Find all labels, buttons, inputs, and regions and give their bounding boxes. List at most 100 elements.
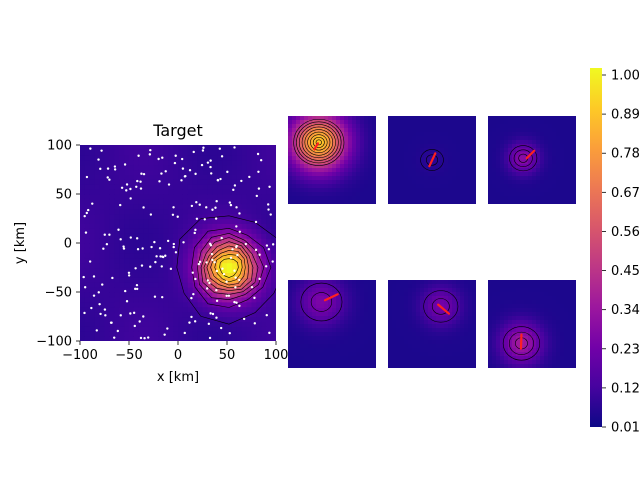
panel-contour-line <box>304 129 334 156</box>
panel-heatmap-cell <box>536 340 541 345</box>
panel-heatmap-cell <box>292 156 297 161</box>
panel-heatmap-cell <box>348 156 353 161</box>
panel-heatmap-cell <box>352 336 357 341</box>
heatmap-cell <box>163 282 169 288</box>
heatmap-cell <box>114 154 120 161</box>
panel-heatmap-cell <box>468 136 473 141</box>
panel-heatmap-cell <box>388 288 393 293</box>
panel-heatmap-cell <box>460 188 465 193</box>
panel-heatmap-cell <box>356 160 361 165</box>
heatmap-cell <box>217 218 223 224</box>
panel-heatmap-cell <box>572 340 576 345</box>
panel-heatmap-cell <box>488 320 493 325</box>
panel-heatmap-cell <box>368 328 373 333</box>
panel-heatmap-cell <box>564 116 569 121</box>
panel-heatmap-cell <box>328 184 333 189</box>
heatmap-cell <box>246 189 253 195</box>
panel-heatmap-cell <box>396 332 401 337</box>
panel-heatmap-cell <box>520 196 525 201</box>
panel-heatmap-cell <box>452 332 457 337</box>
heatmap-cell <box>89 174 96 180</box>
heatmap-cell <box>109 316 115 322</box>
panel-heatmap-cell <box>416 128 421 133</box>
panel-heatmap-cell <box>512 324 517 329</box>
panel-heatmap-cell <box>512 192 517 197</box>
panel-heatmap-cell <box>436 160 441 165</box>
panel-heatmap-cell <box>308 132 313 137</box>
panel-heatmap-cell <box>340 136 345 141</box>
panel-heatmap-cell <box>360 332 365 337</box>
station-point <box>169 267 173 271</box>
panel-heatmap-cell <box>316 292 321 297</box>
panel-heatmap-cell <box>396 336 401 341</box>
panel-heatmap-cell <box>428 336 433 341</box>
panel-heatmap-cell <box>448 152 453 157</box>
heatmap-cell <box>251 194 257 200</box>
panel-heatmap-cell <box>516 340 521 345</box>
panel-heatmap-cell <box>468 304 473 309</box>
heatmap-cell <box>104 145 110 151</box>
panel-heatmap-cell <box>424 288 429 293</box>
heatmap-cell <box>129 306 135 313</box>
panel-heatmap-cell <box>296 172 301 177</box>
panel-heatmap-cell <box>404 156 409 161</box>
panel-heatmap-cell <box>456 128 461 133</box>
heatmap-cell <box>231 311 238 318</box>
heatmap-cell <box>202 296 208 303</box>
heatmap-cell <box>241 272 248 278</box>
heatmap-cell <box>80 267 86 273</box>
panel-heatmap-cell <box>536 356 541 361</box>
panel-heatmap-cell <box>336 152 341 157</box>
panel-heatmap-cell <box>540 132 545 137</box>
panel-heatmap-cell <box>308 116 313 121</box>
heatmap-cell <box>168 301 174 308</box>
panel-heatmap-cell <box>340 196 345 201</box>
panel-heatmap-cell <box>316 168 321 173</box>
panel-heatmap-cell <box>408 296 413 301</box>
heatmap-cell <box>178 296 184 303</box>
panel-heatmap-cell <box>308 188 313 193</box>
panel-heatmap-cell <box>364 156 369 161</box>
panel-heatmap-cell <box>352 176 357 181</box>
heatmap-cell <box>256 218 262 224</box>
main-heatmap <box>80 145 276 341</box>
station-point <box>103 233 106 236</box>
heatmap-cell <box>227 262 233 269</box>
panel-heatmap-cell <box>564 284 569 289</box>
panel-heatmap-cell <box>504 168 509 173</box>
panel-heatmap-cell <box>396 196 401 201</box>
heatmap-cell <box>251 306 257 313</box>
heatmap-cell <box>168 174 174 180</box>
heatmap-cell <box>212 336 218 341</box>
panel-heatmap-cell <box>472 172 476 177</box>
panel-heatmap-cell <box>472 132 476 137</box>
heatmap-cell <box>212 169 218 175</box>
panel-heatmap-cell <box>460 360 465 365</box>
panel-heatmap-cell <box>328 288 333 293</box>
heatmap-cell <box>178 277 184 283</box>
heatmap-cell <box>266 194 272 200</box>
panel-heatmap-cell <box>400 364 405 368</box>
heatmap-cell <box>261 228 267 234</box>
heatmap-cell <box>246 301 253 308</box>
panel-heatmap-cell <box>396 176 401 181</box>
heatmap-cell <box>227 238 233 244</box>
heatmap-cell <box>168 296 174 303</box>
heatmap-cell <box>158 316 164 322</box>
panel-heatmap-cell <box>536 320 541 325</box>
heatmap-cell <box>99 203 106 210</box>
heatmap-cell <box>197 164 204 171</box>
panel-heatmap-cell <box>516 292 521 297</box>
heatmap-cell <box>158 189 164 195</box>
panel-heatmap-cell <box>296 312 301 317</box>
panel-heatmap-cell <box>308 144 313 149</box>
panel-heatmap-cell <box>420 128 425 133</box>
panel-heatmap-cell <box>496 188 501 193</box>
panel-heatmap-cell <box>456 280 461 285</box>
panel-heatmap-cell <box>392 300 397 305</box>
panel-heatmap-cell <box>340 116 345 121</box>
panel-heatmap-cell <box>336 148 341 153</box>
panel-heatmap-cell <box>452 156 457 161</box>
heatmap-cell <box>236 252 243 259</box>
heatmap-cell <box>84 326 91 332</box>
